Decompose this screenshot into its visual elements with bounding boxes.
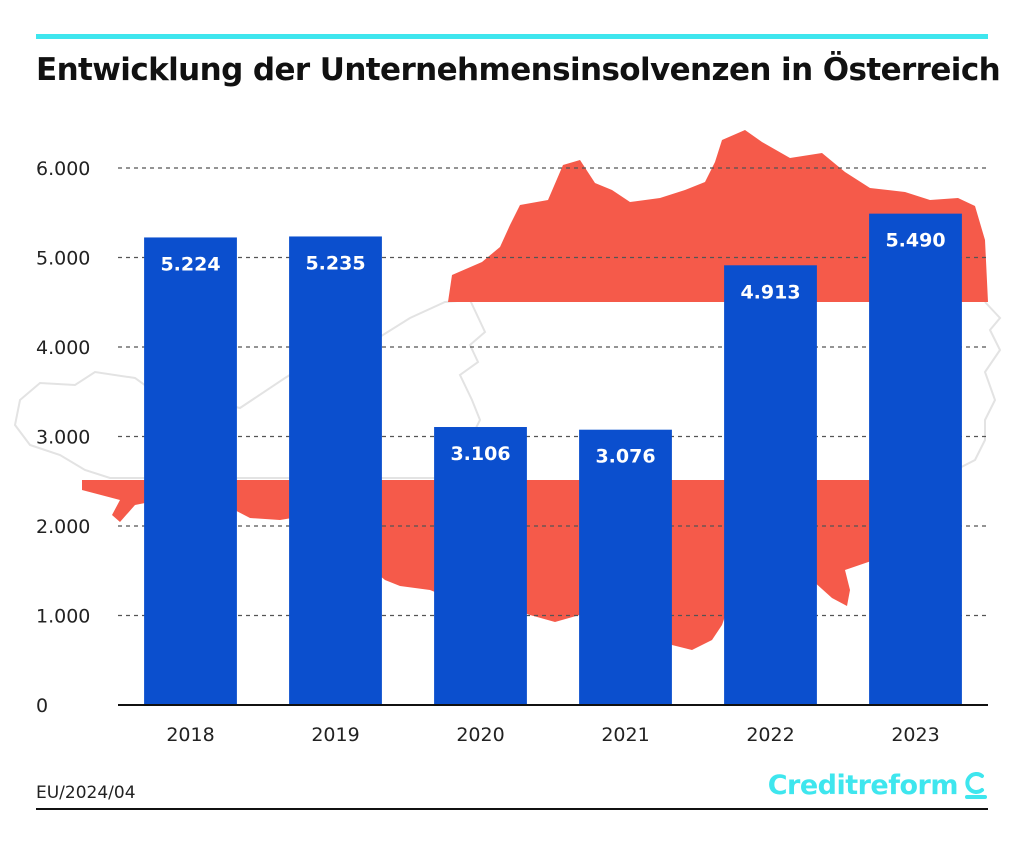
x-tick-label: 2023 (891, 724, 939, 746)
y-tick-label: 6.000 (36, 158, 90, 180)
x-tick-label: 2022 (746, 724, 794, 746)
creditreform-c-logo-icon (965, 771, 987, 799)
gridlines (118, 167, 988, 617)
y-tick-label: 4.000 (36, 337, 90, 359)
bars: 5.224 5.235 3.106 3.076 4.913 5.490 (144, 213, 962, 705)
bottom-rule (36, 808, 988, 810)
y-tick-label: 1.000 (36, 606, 90, 628)
bar-value-label: 3.076 (595, 446, 655, 468)
axes: 0 1.000 2.000 3.000 4.000 5.000 6.000 2018 2019 2… (36, 158, 988, 746)
bar-2022 (724, 265, 817, 705)
x-tick-label: 2019 (311, 724, 359, 746)
bar-value-label: 5.235 (305, 252, 365, 274)
y-tick-label: 5.000 (36, 248, 90, 270)
bar-2018 (144, 237, 237, 705)
bar-2019 (289, 236, 382, 705)
chart-title: Entwicklung der Unternehmensinsolvenzen … (36, 52, 1001, 88)
x-tick-label: 2020 (456, 724, 504, 746)
y-tick-label: 2.000 (36, 516, 90, 538)
y-tick-label: 3.000 (36, 427, 90, 449)
bar-value-label: 5.490 (885, 230, 945, 252)
footer-note: EU/2024/04 (36, 783, 136, 803)
x-tick-label: 2021 (601, 724, 649, 746)
bar-2023 (869, 213, 962, 705)
y-tick-label: 0 (36, 695, 48, 717)
brand-name: Creditreform (767, 770, 959, 801)
top-accent-rule (36, 34, 988, 39)
bar-2021 (579, 429, 672, 705)
bar-value-label: 3.106 (450, 443, 510, 465)
brand-logo: Creditreform (768, 770, 988, 801)
x-tick-label: 2018 (166, 724, 214, 746)
bar-value-label: 5.224 (160, 253, 220, 275)
bar-2020 (434, 427, 527, 705)
bar-value-label: 4.913 (740, 281, 800, 303)
